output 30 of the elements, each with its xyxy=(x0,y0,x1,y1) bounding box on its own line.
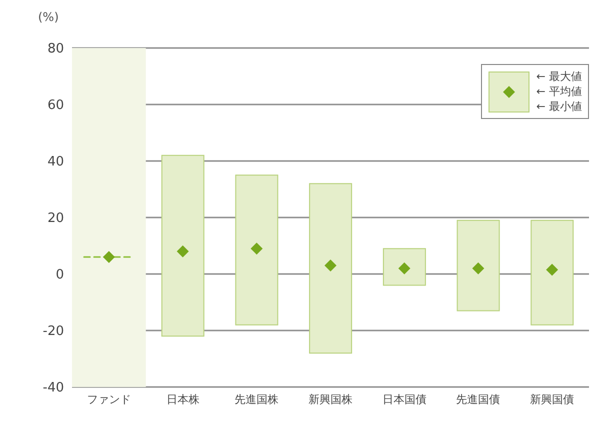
bar xyxy=(161,154,204,337)
x-tick-label: 日本国債 xyxy=(382,392,426,406)
point xyxy=(472,262,484,274)
legend-label: ← 平均値 xyxy=(536,84,582,99)
y-tick-label: 60 xyxy=(47,98,64,114)
bar xyxy=(309,183,352,354)
x-tick-label: 先進国債 xyxy=(456,392,500,406)
x-tick-label: 新興国債 xyxy=(530,392,574,406)
y-tick-label: 0 xyxy=(56,268,64,283)
point xyxy=(176,245,189,258)
bar xyxy=(530,220,574,326)
y-tick-label: -20 xyxy=(42,324,64,340)
x-tick-label: 先進国株 xyxy=(234,392,279,406)
x-tick-label: 日本株 xyxy=(166,392,200,406)
point xyxy=(102,251,115,264)
point xyxy=(324,260,336,272)
annotation: ← 最大値 xyxy=(536,69,582,84)
bar xyxy=(456,220,500,312)
y-tick-label: 20 xyxy=(47,211,64,226)
x-tick-label: ファンド xyxy=(86,392,131,406)
bar xyxy=(235,174,278,326)
point xyxy=(546,264,558,276)
y-tick-label: 40 xyxy=(47,154,64,170)
y-tick-label: 80 xyxy=(47,42,64,57)
point xyxy=(250,242,263,255)
bar xyxy=(382,248,426,286)
annotation: ← 最小値 xyxy=(536,99,582,114)
y-axis-title: (%) xyxy=(38,10,59,24)
y-tick-label: -40 xyxy=(42,380,64,396)
x-tick-label: 新興国株 xyxy=(308,392,352,406)
